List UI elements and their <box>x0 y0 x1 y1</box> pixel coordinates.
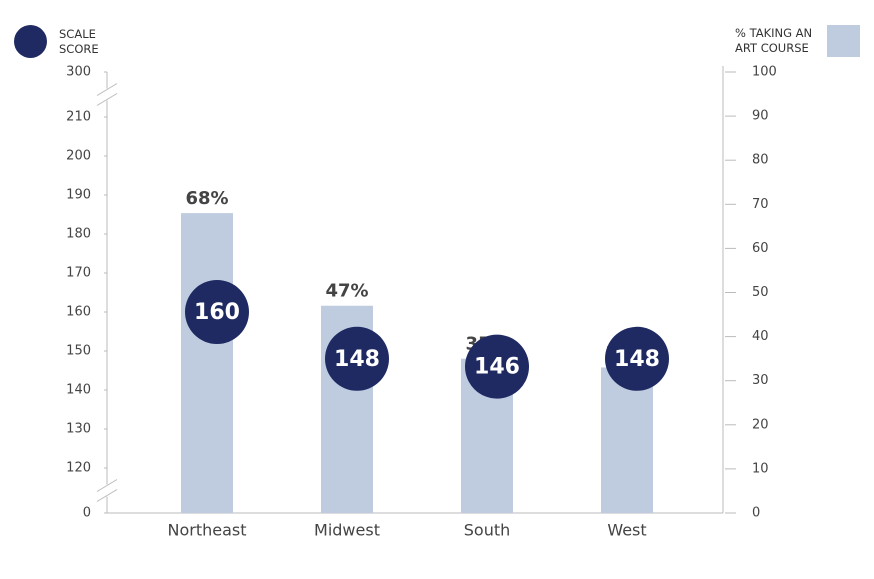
bar <box>181 213 233 513</box>
y-tick-label: 210 <box>66 110 91 125</box>
bar-value-label: 47% <box>325 281 368 302</box>
x-tick-label: West <box>607 521 646 540</box>
bar <box>601 367 653 513</box>
y2-tick-label: 20 <box>752 417 769 432</box>
x-tick-label: South <box>464 521 511 540</box>
y2-tick-label: 60 <box>752 241 769 256</box>
axis-break-gap <box>104 88 110 101</box>
y-tick-label: 0 <box>83 506 91 521</box>
y-tick-label: 140 <box>66 383 91 398</box>
y-tick-label: 300 <box>66 65 91 80</box>
legend-swatch <box>14 25 47 58</box>
axis-break <box>96 489 118 502</box>
score-label: 160 <box>194 300 240 325</box>
axis-break <box>96 83 118 96</box>
y2-tick-label: 70 <box>752 197 769 212</box>
y2-tick-label: 0 <box>752 506 760 521</box>
y-tick-label: 180 <box>66 227 91 242</box>
axis-break <box>96 479 118 492</box>
score-circle <box>465 334 529 399</box>
score-label: 148 <box>614 347 660 372</box>
y-tick-label: 190 <box>66 188 91 203</box>
y2-tick-label: 100 <box>752 65 777 80</box>
y2-tick-label: 90 <box>752 109 769 124</box>
legend-label: % TAKING AN ART COURSE <box>735 26 813 55</box>
y2-tick-label: 30 <box>752 373 769 388</box>
legend-label: SCALE SCORE <box>59 26 99 56</box>
score-label: 146 <box>474 355 520 380</box>
x-tick-label: Northeast <box>167 521 246 540</box>
y2-tick-label: 10 <box>752 461 769 476</box>
y-tick-label: 130 <box>66 422 91 437</box>
y2-tick-label: 50 <box>752 285 769 300</box>
score-circle <box>325 326 389 391</box>
y2-tick-label: 80 <box>752 153 769 168</box>
bar-value-label: 68% <box>185 188 228 209</box>
x-tick-label: Midwest <box>314 521 380 540</box>
legend-item: SCALE SCORE <box>14 25 109 58</box>
score-circle <box>605 326 669 391</box>
y-tick-label: 200 <box>66 149 91 164</box>
score-label: 148 <box>334 347 380 372</box>
axis-break <box>96 93 118 106</box>
score-circle <box>185 280 249 344</box>
y-tick-label: 120 <box>66 461 91 476</box>
y-tick-label: 150 <box>66 344 91 359</box>
y2-tick-label: 40 <box>752 329 769 344</box>
y-tick-label: 170 <box>66 266 91 281</box>
axis-break-gap <box>104 484 110 497</box>
legend-item: % TAKING AN ART COURSE <box>735 25 860 57</box>
legend-swatch <box>827 25 860 57</box>
y-tick-label: 160 <box>66 305 91 320</box>
